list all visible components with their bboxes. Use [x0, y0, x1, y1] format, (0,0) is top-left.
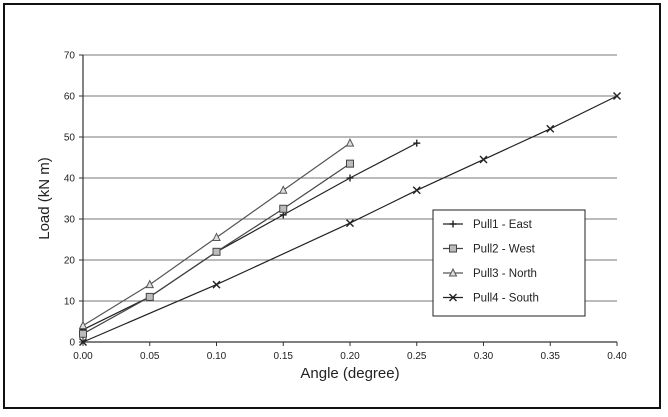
x-tick-label: 0.10: [207, 351, 227, 362]
legend-marker: [449, 244, 457, 253]
x-tick-label: 0.15: [274, 351, 294, 362]
data-point: [212, 280, 221, 289]
y-tick-label: 40: [64, 174, 76, 185]
data-point: [145, 279, 155, 289]
y-tick-label: 0: [69, 338, 75, 349]
legend: Pull1 - East Pull2 - West Pull3 - North Pul…: [432, 209, 586, 317]
legend-label: Pull4 - South: [473, 293, 539, 305]
legend-label: Pull1 - East: [473, 219, 533, 231]
x-tick-labels: 0.00 0.05 0.10 0.15 0.20 0.25 0.30 0.35 0.40: [73, 351, 627, 362]
legend-box: [432, 209, 586, 317]
x-axis-title: Angle (degree): [300, 365, 399, 382]
y-tick-labels: 0 10 20 30 40 50 60 70: [64, 51, 76, 349]
y-axis-title: Load (kN m): [36, 157, 53, 240]
data-point: [79, 338, 87, 346]
legend-label: Pull3 - North: [473, 268, 537, 280]
data-point: [412, 186, 421, 195]
legend-marker: [449, 220, 457, 228]
y-tick-label: 30: [64, 215, 76, 226]
data-point: [145, 292, 154, 301]
y-tick-label: 20: [64, 256, 76, 267]
data-point: [479, 155, 488, 164]
y-tick-label: 60: [64, 92, 76, 103]
x-tick-label: 0.20: [340, 351, 360, 362]
data-point: [78, 320, 88, 330]
line-chart: 0 10 20 30 40 50 60 70 0.00 0.05 0.10 0.15 0.20 0.25…: [36, 51, 627, 383]
data-point: [279, 204, 288, 213]
data-point: [212, 232, 221, 241]
data-point: [79, 329, 87, 338]
data-point: [345, 138, 355, 147]
x-tick-label: 0.05: [140, 351, 160, 362]
data-point: [346, 219, 354, 228]
data-point: [613, 92, 621, 100]
axes: [79, 54, 618, 346]
legend-marker: [448, 267, 458, 277]
data-point: [546, 124, 555, 133]
y-tick-label: 10: [64, 297, 76, 308]
y-tick-label: 50: [64, 133, 76, 144]
data-point: [413, 139, 421, 147]
y-tick-label: 70: [64, 51, 76, 62]
series-lines: [78, 92, 621, 346]
x-tick-label: 0.40: [607, 351, 627, 362]
x-tick-label: 0.35: [541, 351, 561, 362]
x-tick-label: 0.30: [474, 351, 494, 362]
data-point: [346, 159, 354, 168]
x-tick-label: 0.25: [407, 351, 427, 362]
chart-frame: 0 10 20 30 40 50 60 70 0.00 0.05 0.10 0.15 0.20 0.25…: [3, 3, 661, 409]
data-point: [346, 174, 354, 182]
grid-lines: [83, 54, 617, 302]
x-tick-label: 0.00: [73, 351, 93, 362]
data-point: [278, 185, 288, 194]
data-point: [212, 247, 221, 256]
legend-marker: [449, 293, 457, 302]
series-line-1: [82, 142, 418, 331]
legend-label: Pull2 - West: [473, 244, 536, 256]
